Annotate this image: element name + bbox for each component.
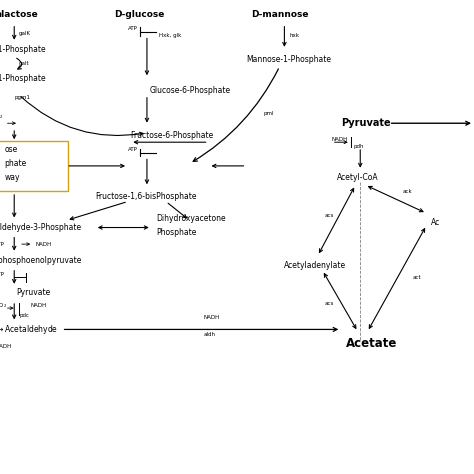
Text: ATP: ATP — [128, 147, 138, 152]
Text: $\rightarrow$Acetaldehyde: $\rightarrow$Acetaldehyde — [0, 323, 58, 336]
Text: ATP: ATP — [0, 273, 5, 277]
Text: ATP: ATP — [128, 26, 138, 31]
Text: Acetyl-CoA: Acetyl-CoA — [337, 173, 378, 182]
Text: NADH: NADH — [204, 315, 220, 320]
Text: -1-Phosphate: -1-Phosphate — [0, 46, 46, 54]
Text: -1-Phosphate: -1-Phosphate — [0, 74, 46, 82]
Text: Dihydroxyacetone: Dihydroxyacetone — [156, 214, 226, 222]
Text: Fructose-6-Phosphate: Fructose-6-Phosphate — [130, 131, 214, 139]
Text: NADH: NADH — [332, 137, 348, 142]
Text: act: act — [412, 275, 421, 280]
Text: Pyruvate: Pyruvate — [17, 289, 51, 297]
Text: Pyruvate: Pyruvate — [341, 118, 391, 128]
Text: D-glucose: D-glucose — [114, 10, 164, 18]
Text: pgm1: pgm1 — [14, 95, 30, 100]
Text: Phosphate: Phosphate — [156, 228, 197, 237]
Text: aldehyde-3-Phosphate: aldehyde-3-Phosphate — [0, 223, 82, 232]
Text: hxk: hxk — [289, 33, 299, 38]
Text: phate: phate — [5, 159, 27, 168]
Text: Mannose-1-Phosphate: Mannose-1-Phosphate — [246, 55, 331, 64]
Text: ATP: ATP — [0, 242, 5, 246]
Text: aldh: aldh — [204, 332, 216, 337]
Text: galK: galK — [19, 31, 31, 36]
Text: CO$_2$: CO$_2$ — [0, 301, 8, 310]
Text: alactose: alactose — [0, 10, 38, 18]
Text: pdc: pdc — [20, 313, 30, 318]
Text: Fructose-1,6-bisPhosphate: Fructose-1,6-bisPhosphate — [95, 192, 196, 201]
Text: D-mannose: D-mannose — [251, 10, 309, 18]
Text: acs: acs — [325, 301, 334, 306]
Text: Ac: Ac — [431, 219, 441, 227]
Text: Glucose-6-Phosphate: Glucose-6-Phosphate — [149, 86, 230, 94]
Text: Hxk, glk: Hxk, glk — [159, 33, 181, 38]
Text: Acetate: Acetate — [346, 337, 397, 350]
Text: galt: galt — [19, 62, 29, 66]
Text: NADH: NADH — [36, 242, 52, 246]
Text: acs: acs — [325, 213, 334, 218]
Text: ose: ose — [5, 145, 18, 154]
Text: ack: ack — [403, 190, 413, 194]
Text: pml: pml — [263, 111, 273, 116]
Text: NADH: NADH — [0, 344, 11, 348]
Text: way: way — [5, 173, 20, 182]
Text: pdh: pdh — [353, 145, 364, 149]
Text: -phosphoenolpyruvate: -phosphoenolpyruvate — [0, 256, 82, 265]
Text: NADH: NADH — [31, 303, 47, 308]
Text: Acetyladenylate: Acetyladenylate — [284, 261, 346, 270]
Text: $O_2$: $O_2$ — [0, 112, 4, 120]
